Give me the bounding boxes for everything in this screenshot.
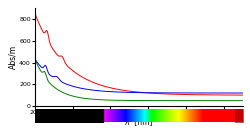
Y-axis label: Abs/m: Abs/m xyxy=(9,45,18,69)
X-axis label: λ  [nm]: λ [nm] xyxy=(125,117,152,126)
